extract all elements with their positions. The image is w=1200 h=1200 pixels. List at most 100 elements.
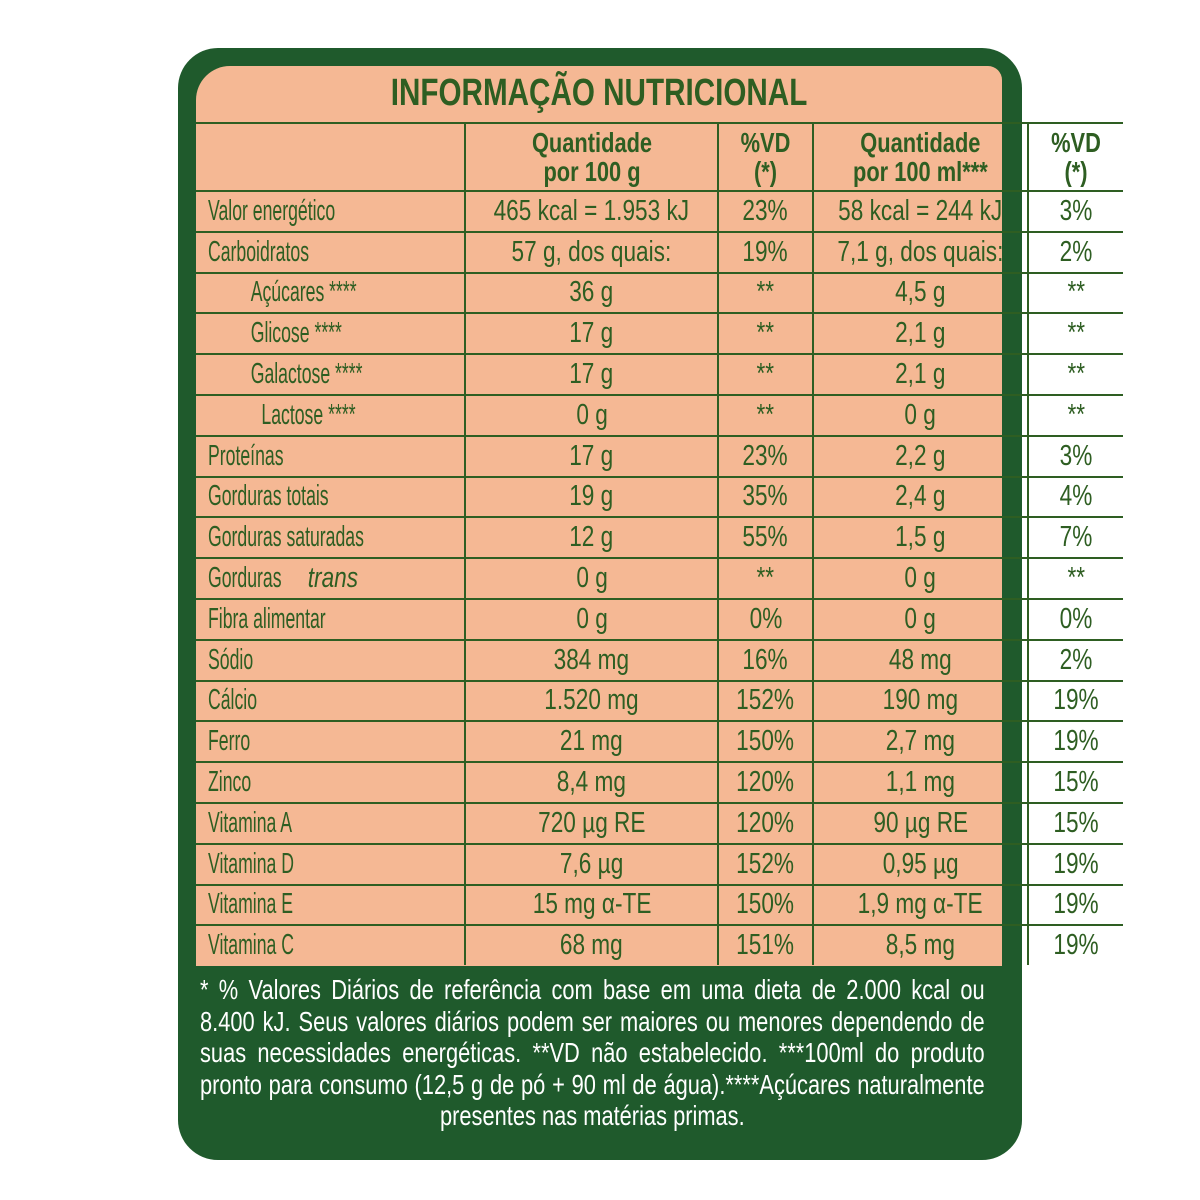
value-cell: 720 µg RE bbox=[464, 801, 720, 845]
column-header: Quantidade por 100 g bbox=[464, 122, 720, 192]
value-text: 2% bbox=[1059, 643, 1093, 676]
nutrient-label: Cálcio bbox=[196, 679, 467, 723]
nutrient-name-text: Gorduras bbox=[208, 562, 282, 595]
nutrient-label: Açúcares **** bbox=[196, 271, 467, 315]
value-cell: 90 µg RE bbox=[812, 801, 1029, 845]
value-text: 152% bbox=[736, 847, 795, 880]
value-cell: 0 g bbox=[812, 597, 1029, 641]
value-cell: ** bbox=[1026, 312, 1123, 356]
value-text: ** bbox=[756, 317, 775, 350]
value-cell: 15 mg α-TE bbox=[464, 883, 720, 927]
value-cell: 8,4 mg bbox=[464, 761, 720, 804]
value-text: 19 g bbox=[569, 480, 614, 513]
value-cell: 0,95 µg bbox=[812, 842, 1029, 886]
header-row: Quantidade por 100 g %VD (*) Quantidade po… bbox=[196, 122, 1123, 192]
value-text: ** bbox=[1067, 398, 1085, 431]
value-text: 384 mg bbox=[553, 643, 630, 676]
value-text: 2,7 mg bbox=[885, 725, 956, 758]
value-cell: 57 g, dos quais: bbox=[464, 230, 720, 274]
value-cell: 120% bbox=[717, 761, 815, 804]
nutrient-name-text: Gorduras saturadas bbox=[208, 521, 364, 554]
value-cell: ** bbox=[1026, 557, 1123, 600]
value-cell: ** bbox=[717, 353, 815, 396]
value-cell: 36 g bbox=[464, 271, 720, 315]
value-text: ** bbox=[1067, 562, 1085, 595]
value-text: 0 g bbox=[575, 562, 608, 595]
value-cell: 19% bbox=[1026, 720, 1123, 764]
nutrient-row: Vitamina D 7,6 µg 152% 0,95 µg 19% bbox=[196, 842, 1123, 886]
value-text: 1,1 mg bbox=[885, 766, 956, 799]
value-text: 120% bbox=[736, 766, 795, 799]
nutrient-row: Gorduras totais 19 g 35% 2,4 g 4% bbox=[196, 475, 1123, 519]
value-text: 48 mg bbox=[888, 643, 952, 676]
value-cell: 384 mg bbox=[464, 638, 720, 682]
nutrient-row: Fibra alimentar 0 g 0% 0 g 0% bbox=[196, 597, 1123, 641]
value-text: 1.520 mg bbox=[544, 684, 639, 717]
value-text: 2,2 g bbox=[895, 439, 946, 472]
nutrient-label: Gorduras totais bbox=[196, 475, 467, 519]
nutrient-name: Glicose **** bbox=[232, 317, 368, 350]
nutrient-name: Lactose **** bbox=[238, 399, 382, 432]
value-cell: 48 mg bbox=[812, 638, 1029, 682]
nutrient-row: Cálcio 1.520 mg 152% 190 mg 19% bbox=[196, 679, 1123, 723]
nutrient-name: Gorduras saturadas bbox=[208, 521, 408, 554]
nutrient-name: Vitamina E bbox=[208, 888, 317, 921]
value-cell: 7,6 µg bbox=[464, 842, 720, 886]
value-text: 1,5 g bbox=[895, 521, 946, 554]
value-text: 151% bbox=[736, 929, 795, 962]
value-text: ** bbox=[756, 276, 775, 309]
nutrient-label: Valor energético bbox=[196, 190, 467, 233]
value-cell: 0% bbox=[717, 597, 815, 641]
value-text: 3% bbox=[1059, 194, 1093, 227]
nutrient-name-text: Ferro bbox=[208, 725, 251, 758]
nutrient-name-text: Vitamina D bbox=[208, 847, 294, 880]
value-cell: 190 mg bbox=[812, 679, 1029, 723]
nutrient-name: Proteínas bbox=[208, 440, 305, 473]
value-text: 190 mg bbox=[882, 684, 959, 717]
value-text: 4% bbox=[1059, 480, 1093, 513]
value-cell: 2,7 mg bbox=[812, 720, 1029, 764]
value-text: 90 µg RE bbox=[873, 806, 968, 839]
value-text: 15% bbox=[1053, 766, 1099, 799]
nutrient-row: Glicose **** 17 g ** 2,1 g ** bbox=[196, 312, 1123, 356]
value-cell: 68 mg bbox=[464, 924, 720, 966]
value-text: 19% bbox=[1053, 929, 1099, 962]
nutrient-row: Vitamina E 15 mg α-TE 150% 1,9 mg α-TE 19% bbox=[196, 883, 1123, 927]
column-header: Quantidade por 100 ml*** bbox=[812, 122, 1029, 192]
nutrient-name: Vitamina A bbox=[208, 807, 316, 840]
value-cell: 17 g bbox=[464, 434, 720, 478]
value-text: 36 g bbox=[569, 276, 614, 309]
value-text: 0 g bbox=[904, 562, 937, 595]
value-cell: ** bbox=[1026, 353, 1123, 396]
nutrient-name: Gorduras trans bbox=[208, 562, 358, 595]
nutrition-table: Quantidade por 100 g %VD (*) Quantidade po… bbox=[196, 122, 1123, 966]
value-cell: 17 g bbox=[464, 312, 720, 356]
value-cell: 0 g bbox=[464, 557, 720, 600]
value-text: 150% bbox=[736, 725, 795, 758]
nutrient-label: Gorduras saturadas bbox=[196, 516, 467, 560]
nutrient-name-text: Fibra alimentar bbox=[208, 602, 326, 635]
value-cell: 2,2 g bbox=[812, 434, 1029, 478]
value-text: 0 g bbox=[575, 398, 608, 431]
value-text: 15% bbox=[1053, 806, 1099, 839]
nutrient-name: Cálcio bbox=[208, 684, 271, 717]
value-text: 23% bbox=[742, 439, 789, 472]
nutrient-name-text: Açúcares **** bbox=[250, 276, 357, 309]
value-cell: 19% bbox=[1026, 679, 1123, 723]
value-text: 7,6 µg bbox=[559, 847, 624, 880]
value-text: 465 kcal = 1.953 kJ bbox=[493, 194, 690, 227]
value-cell: 7% bbox=[1026, 516, 1123, 560]
value-cell: 2,1 g bbox=[812, 353, 1029, 396]
nutrient-name: Vitamina C bbox=[208, 929, 318, 962]
value-cell: 19% bbox=[1026, 842, 1123, 886]
column-header-text: Quantidade por 100 ml*** bbox=[853, 127, 988, 187]
column-header: %VD (*) bbox=[717, 122, 815, 192]
value-cell: 17 g bbox=[464, 353, 720, 396]
value-text: 17 g bbox=[569, 358, 614, 391]
nutrient-name: Fibra alimentar bbox=[208, 603, 359, 636]
value-text: 720 µg RE bbox=[537, 806, 646, 839]
value-text: 2% bbox=[1059, 235, 1093, 268]
nutrient-name-text: Proteínas bbox=[208, 439, 284, 472]
nutrient-label: Vitamina A bbox=[196, 801, 467, 845]
value-cell: 1.520 mg bbox=[464, 679, 720, 723]
